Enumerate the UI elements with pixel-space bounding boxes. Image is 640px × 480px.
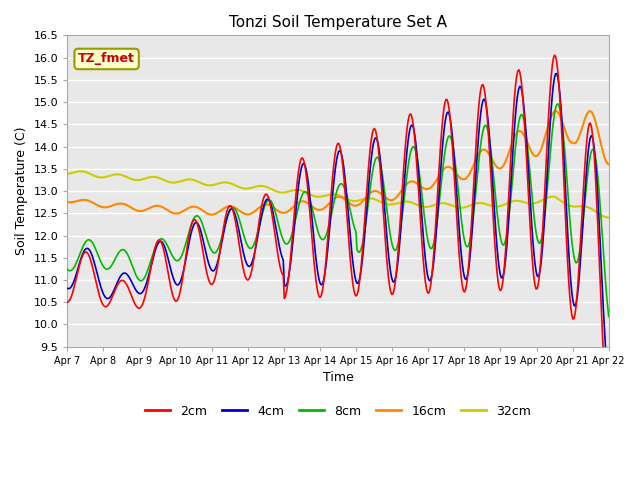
Title: Tonzi Soil Temperature Set A: Tonzi Soil Temperature Set A: [229, 15, 447, 30]
X-axis label: Time: Time: [323, 372, 353, 384]
Legend: 2cm, 4cm, 8cm, 16cm, 32cm: 2cm, 4cm, 8cm, 16cm, 32cm: [140, 400, 536, 423]
Text: TZ_fmet: TZ_fmet: [78, 52, 135, 65]
Y-axis label: Soil Temperature (C): Soil Temperature (C): [15, 127, 28, 255]
